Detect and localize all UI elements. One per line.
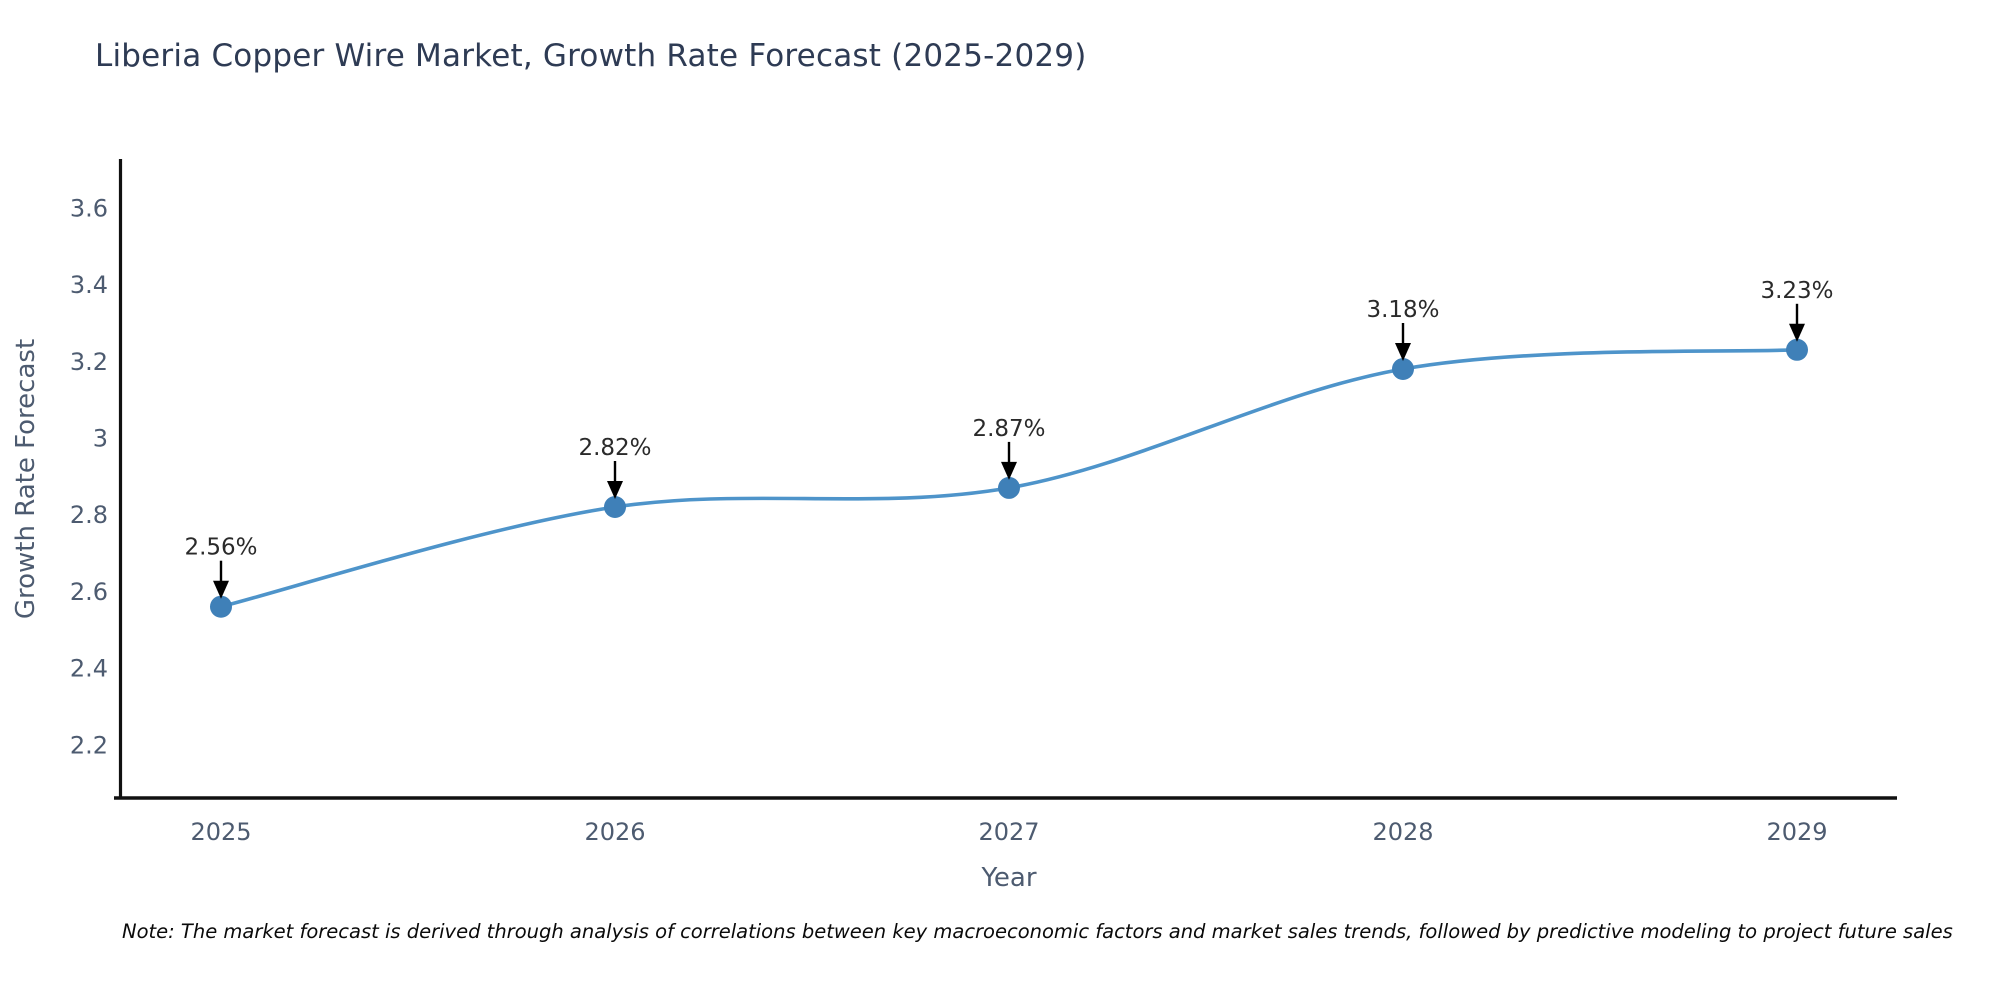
data-point-2027[interactable]: [998, 476, 1020, 499]
annotation-arrowhead-icon: [1001, 461, 1017, 480]
data-point-label-2026: 2.82%: [578, 435, 651, 461]
annotation-arrowhead-icon: [607, 481, 623, 499]
annotation-arrowhead-icon: [1789, 323, 1805, 342]
data-point-label-2025: 2.56%: [184, 535, 257, 561]
y-tick-label-3.4: 3.4: [70, 271, 108, 299]
y-tick-label-3.6: 3.6: [70, 194, 108, 222]
x-axis-title: Year: [980, 863, 1036, 893]
x-tick-label-2025: 2025: [190, 818, 251, 846]
data-point-label-2028: 3.18%: [1366, 297, 1439, 323]
y-axis-title: Growth Rate Forecast: [11, 339, 41, 619]
y-tick-label-2.4: 2.4: [70, 655, 108, 683]
y-tick-label-2.2: 2.2: [70, 731, 108, 759]
data-point-2025[interactable]: [210, 595, 232, 618]
data-point-label-2027: 2.87%: [972, 416, 1045, 442]
y-tick-label-3.2: 3.2: [70, 348, 108, 376]
data-point-2029[interactable]: [1786, 338, 1808, 361]
footnote: Note: The market forecast is derived thr…: [122, 920, 1953, 943]
data-point-2026[interactable]: [604, 496, 626, 518]
annotation-arrowhead-icon: [213, 580, 229, 599]
y-tick-label-2.8: 2.8: [70, 501, 108, 529]
data-point-2028[interactable]: [1392, 358, 1414, 380]
x-tick-label-2026: 2026: [584, 818, 645, 846]
x-tick-label-2029: 2029: [1766, 818, 1827, 846]
data-point-label-2029: 3.23%: [1760, 278, 1833, 304]
x-tick-label-2027: 2027: [978, 818, 1039, 846]
chart-title: Liberia Copper Wire Market, Growth Rate …: [95, 38, 1087, 74]
y-tick-label-3: 3: [93, 425, 108, 453]
annotation-arrowhead-icon: [1395, 343, 1411, 361]
x-tick-label-2028: 2028: [1372, 818, 1433, 846]
y-tick-label-2.6: 2.6: [70, 578, 108, 606]
